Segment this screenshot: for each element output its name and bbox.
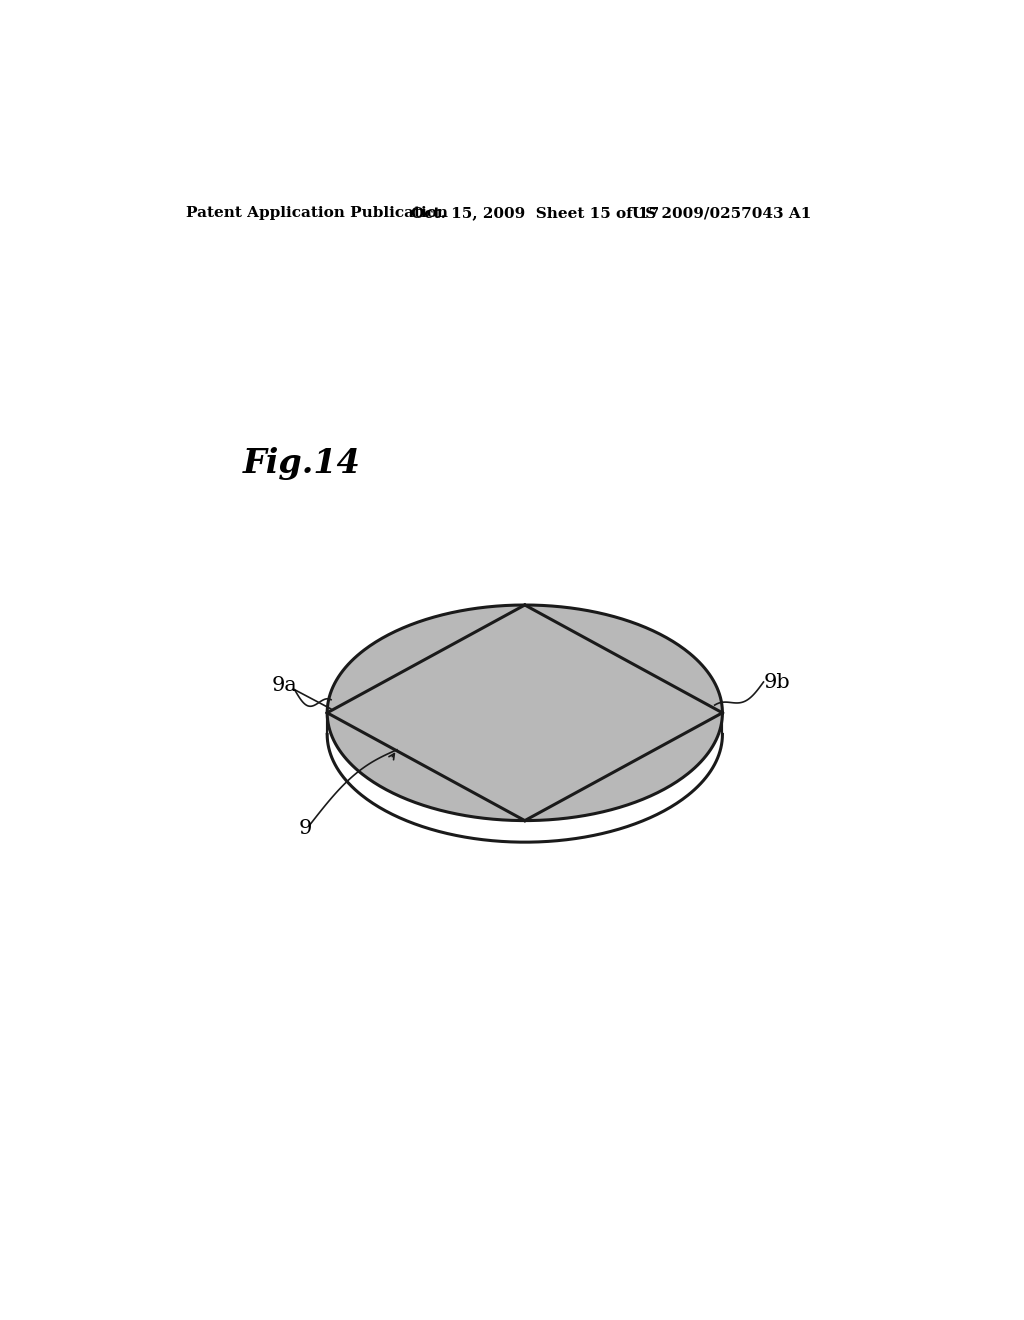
Polygon shape — [328, 605, 722, 821]
Text: 9: 9 — [299, 818, 312, 838]
Text: Fig.14: Fig.14 — [243, 447, 360, 480]
Text: 9a: 9a — [271, 676, 297, 696]
Text: 9b: 9b — [764, 672, 791, 692]
Polygon shape — [328, 605, 524, 821]
Text: US 2009/0257043 A1: US 2009/0257043 A1 — [632, 206, 811, 220]
Polygon shape — [524, 605, 722, 821]
Text: Patent Application Publication: Patent Application Publication — [186, 206, 449, 220]
Text: Oct. 15, 2009  Sheet 15 of 17: Oct. 15, 2009 Sheet 15 of 17 — [411, 206, 659, 220]
